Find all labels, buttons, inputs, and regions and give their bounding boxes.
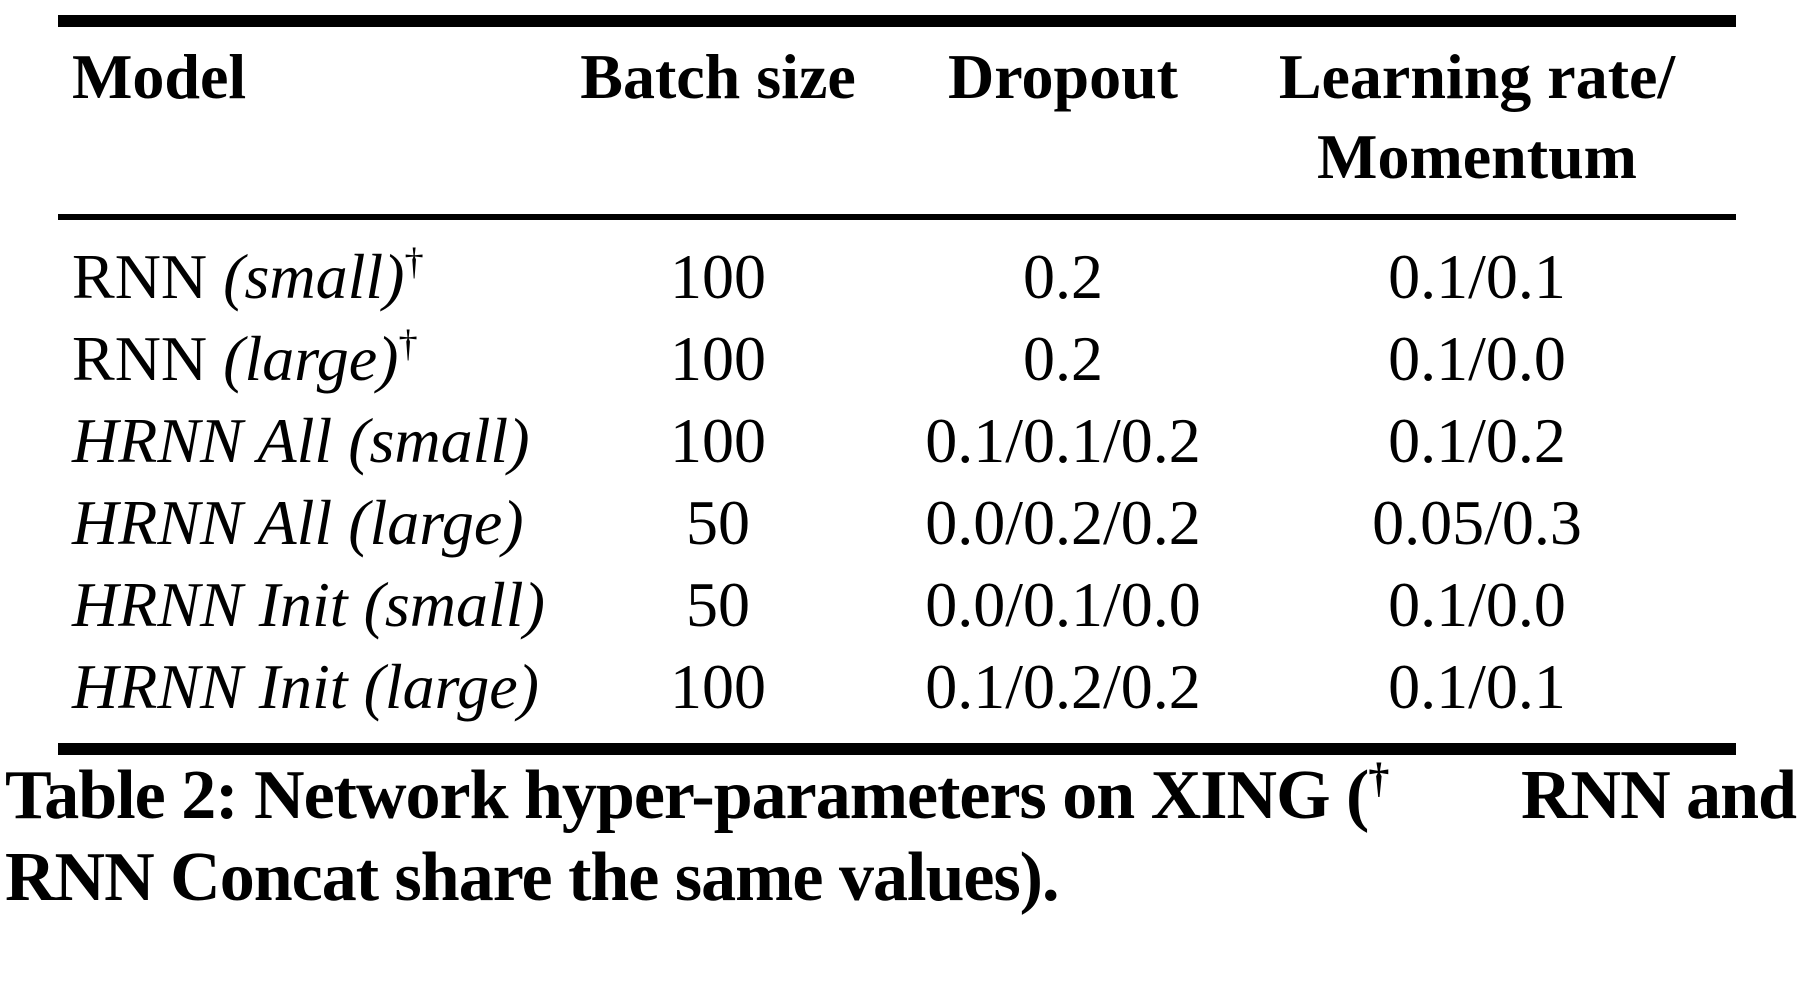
model-variant: HRNN All (large): [72, 487, 524, 558]
learning-rate-cell: 0.1/0.1: [1388, 241, 1566, 312]
dropout-cell: 0.1/0.2/0.2: [925, 651, 1201, 722]
batch-size-cell: 100: [670, 241, 766, 312]
model-variant: (large): [223, 323, 399, 394]
dropout-cell: 0.1/0.1/0.2: [925, 405, 1201, 476]
caption-text-before-dagger: Table 2: Network hyper-parameters on XIN…: [5, 757, 1369, 834]
column-header-dropout: Dropout: [908, 37, 1218, 197]
model-cell: HRNN Init (large): [58, 646, 539, 728]
model-variant: HRNN Init (large): [72, 651, 539, 722]
model-cell: HRNN All (large): [58, 482, 528, 564]
learning-rate-cell: 0.1/0.0: [1388, 569, 1566, 640]
column-header-learning-rate: Learning rate/ Momentum: [1218, 37, 1736, 197]
learning-rate-cell: 0.1/0.0: [1388, 323, 1566, 394]
model-variant: HRNN Init (small): [72, 569, 545, 640]
learning-rate-cell: 0.1/0.2: [1388, 405, 1566, 476]
caption-line-2: RNN Concat share the same values).: [5, 839, 1060, 916]
caption-line-1: Table 2: Network hyper-parameters on XIN…: [5, 755, 1797, 837]
caption-text-after-dagger: RNN and: [1520, 757, 1797, 834]
batch-size-cell: 100: [670, 651, 766, 722]
model-cell: RNN (small)†: [72, 241, 424, 312]
paper-table-figure: Model Batch size Dropout Learning rate/ …: [0, 15, 1804, 981]
learning-rate-cell: 0.05/0.3: [1372, 487, 1582, 558]
dropout-cell: 0.0/0.1/0.0: [925, 569, 1201, 640]
model-name: RNN: [72, 241, 224, 312]
hyperparameters-table: Model Batch size Dropout Learning rate/ …: [58, 15, 1736, 755]
column-header-learning-rate-line1: Learning rate/: [1278, 41, 1676, 112]
dropout-cell: 0.2: [1023, 323, 1103, 394]
batch-size-cell: 50: [686, 487, 750, 558]
table-body: RNN (small)† 100 0.2 0.1/0.1 RNN (large)…: [58, 220, 1736, 743]
table-top-rule: [58, 15, 1736, 27]
table-header-row: Model Batch size Dropout Learning rate/ …: [58, 27, 1736, 214]
batch-size-cell: 50: [686, 569, 750, 640]
model-variant: HRNN All (small): [72, 405, 530, 476]
column-header-model: Model: [58, 37, 528, 197]
learning-rate-cell: 0.1/0.1: [1388, 651, 1566, 722]
table-header-rule: [58, 214, 1736, 220]
batch-size-cell: 100: [670, 323, 766, 394]
column-header-batch-size: Batch size: [528, 37, 908, 197]
model-cell: RNN (large)†: [72, 323, 418, 394]
column-header-learning-rate-line2: Momentum: [1317, 121, 1637, 192]
column-header-batch-size-label: Batch size: [580, 41, 856, 112]
column-header-dropout-label: Dropout: [948, 41, 1178, 112]
model-cell: HRNN All (small): [58, 400, 530, 482]
model-cell: HRNN Init (small): [58, 564, 545, 646]
batch-size-cell: 100: [670, 405, 766, 476]
table-caption: Table 2: Network hyper-parameters on XIN…: [5, 755, 1797, 919]
dropout-cell: 0.2: [1023, 241, 1103, 312]
dropout-cell: 0.0/0.2/0.2: [925, 487, 1201, 558]
model-variant: (small): [223, 241, 405, 312]
table-bottom-rule: [58, 743, 1736, 755]
column-header-model-label: Model: [72, 41, 247, 112]
model-name: RNN: [72, 323, 224, 394]
